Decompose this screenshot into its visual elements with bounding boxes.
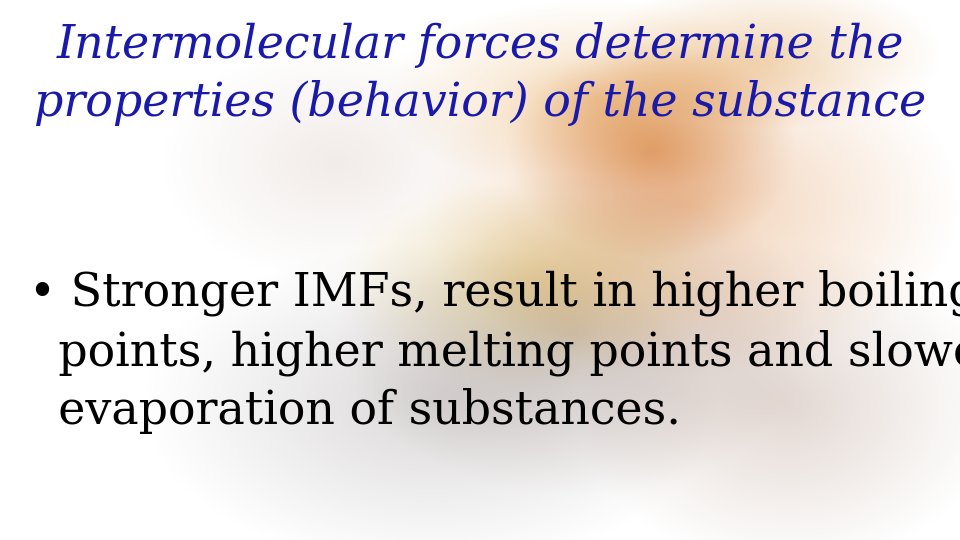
Text: • Stronger IMFs, result in higher boiling
  points, higher melting points and sl: • Stronger IMFs, result in higher boilin… <box>29 270 960 434</box>
Text: Intermolecular forces determine the
properties (behavior) of the substance: Intermolecular forces determine the prop… <box>34 22 926 126</box>
